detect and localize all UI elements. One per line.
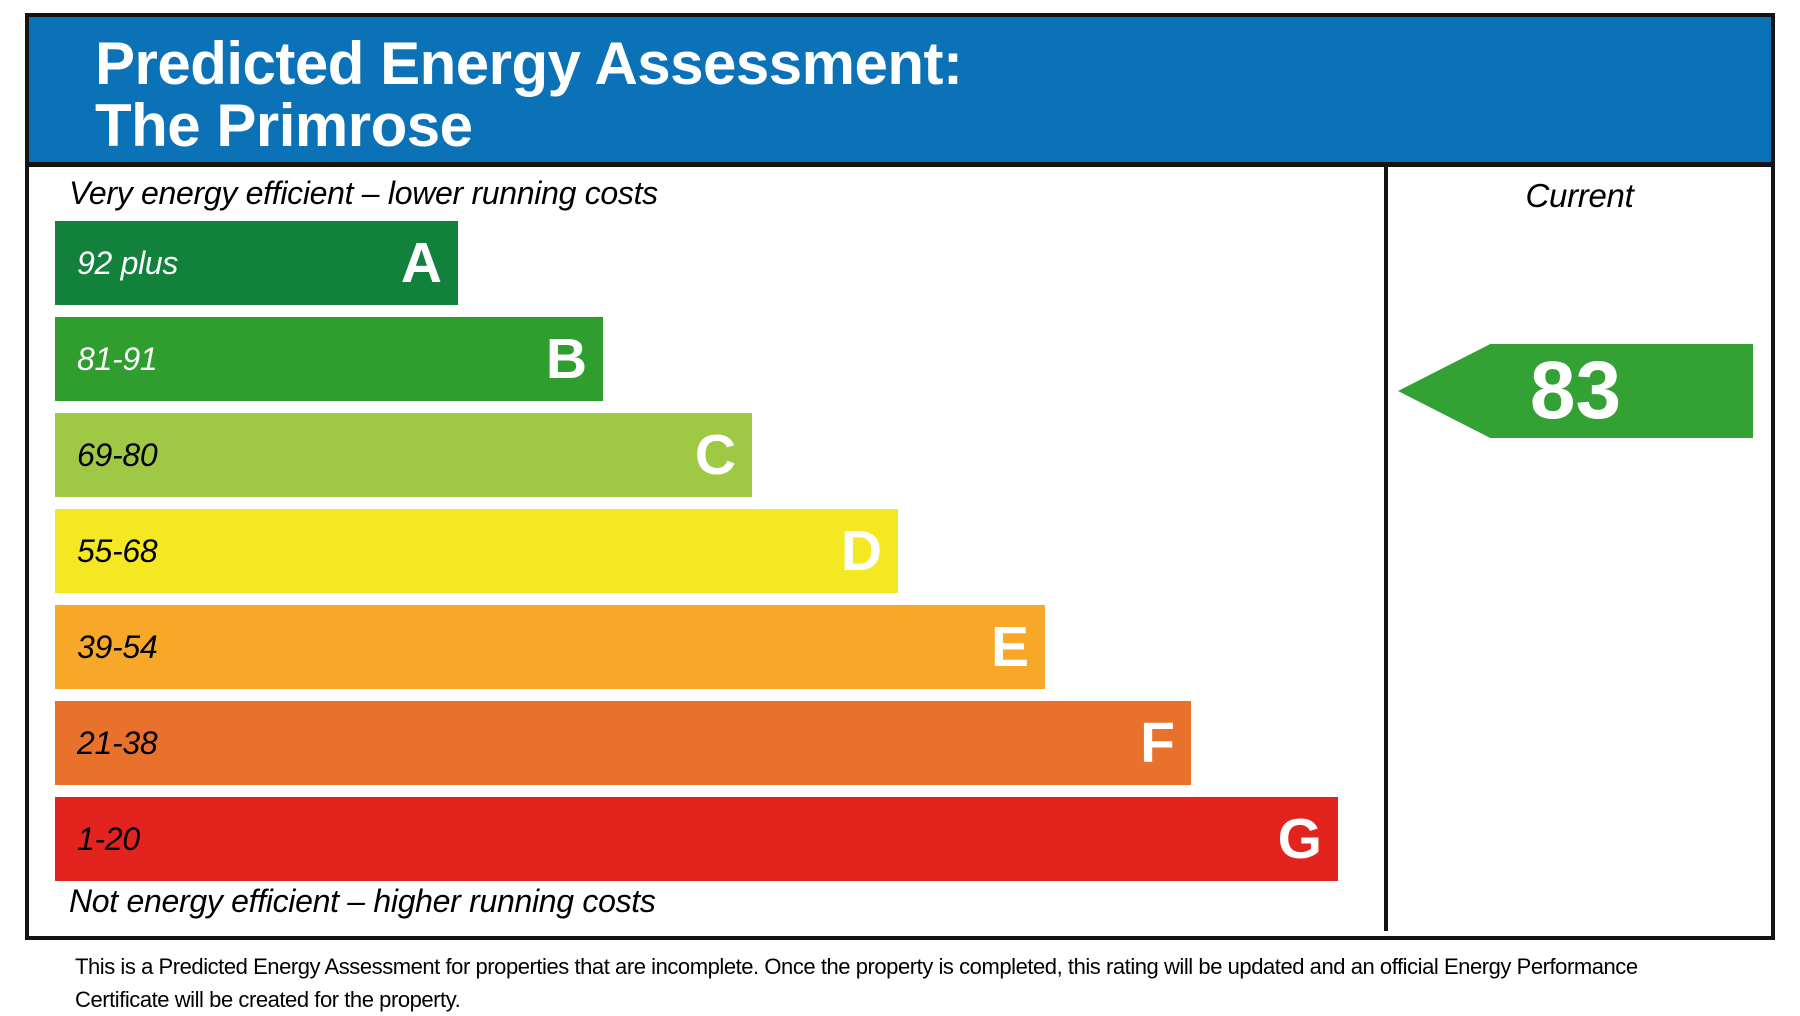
footnote-line1: This is a Predicted Energy Assessment fo… — [75, 954, 1638, 979]
band-range-label: 39-54 — [77, 628, 158, 665]
rating-band-row: 81-91 B — [55, 317, 603, 401]
rating-band-row: 55-68 D — [55, 509, 898, 593]
rating-band-row: 69-80 C — [55, 413, 752, 497]
rating-band-row: 21-38 F — [55, 701, 1191, 785]
band-range-label: 92 plus — [77, 244, 179, 281]
rating-band-row: 1-20 G — [55, 797, 1338, 881]
epc-certificate-box: Predicted Energy Assessment: The Primros… — [25, 13, 1775, 940]
current-rating-column: Current 83 — [1384, 167, 1771, 931]
page-title-line2: The Primrose — [95, 92, 473, 159]
current-rating-value: 83 — [1529, 345, 1622, 436]
band-letter: F — [1140, 710, 1175, 775]
band-letter: A — [400, 230, 442, 295]
footnote-line2: Certificate will be created for the prop… — [75, 987, 461, 1012]
rating-chart-area: Very energy efficient – lower running co… — [29, 167, 1384, 931]
band-letter: D — [840, 518, 882, 583]
band-letter: B — [545, 326, 587, 391]
band-letter: C — [694, 422, 736, 487]
band-range-label: 1-20 — [77, 820, 140, 857]
band-letter: E — [990, 614, 1029, 679]
band-letter: G — [1277, 806, 1322, 871]
band-range-label: 55-68 — [77, 532, 158, 569]
epc-header: Predicted Energy Assessment: The Primros… — [29, 17, 1771, 167]
current-column-heading: Current — [1525, 177, 1634, 214]
rating-band-row: 92 plus A — [55, 221, 458, 305]
band-range-label: 69-80 — [77, 436, 158, 473]
bottom-efficiency-label: Not energy efficient – higher running co… — [69, 883, 656, 919]
footnote: This is a Predicted Energy Assessment fo… — [75, 950, 1795, 1016]
current-rating-arrow: 83 — [1398, 344, 1753, 438]
page-title-line1: Predicted Energy Assessment: — [95, 30, 963, 97]
epc-body: Very energy efficient – lower running co… — [29, 167, 1771, 931]
band-range-label: 21-38 — [77, 724, 158, 761]
rating-band-row: 39-54 E — [55, 605, 1045, 689]
band-range-label: 81-91 — [77, 340, 158, 377]
top-efficiency-label: Very energy efficient – lower running co… — [69, 175, 658, 211]
